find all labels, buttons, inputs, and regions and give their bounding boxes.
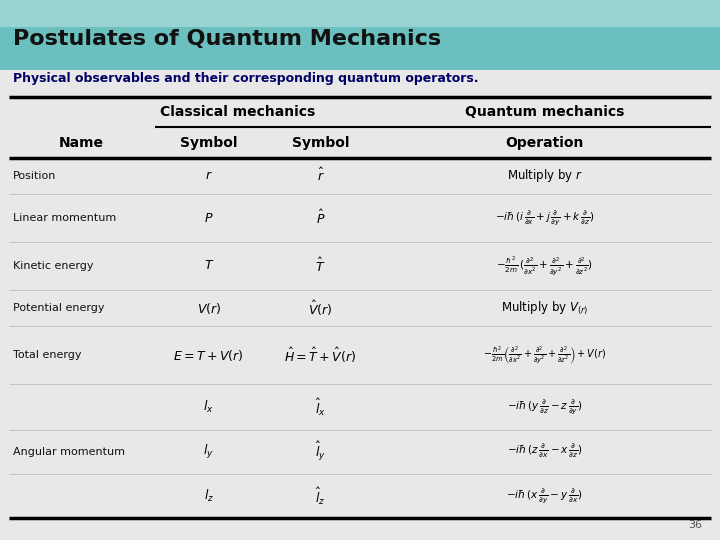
Text: $l_y$: $l_y$ [204,443,214,461]
Text: Classical mechanics: Classical mechanics [160,105,315,119]
Text: Postulates of Quantum Mechanics: Postulates of Quantum Mechanics [13,29,441,49]
Text: Name: Name [59,136,104,150]
Text: 36: 36 [688,520,702,530]
Text: $\hat{l}_z$: $\hat{l}_z$ [315,485,325,507]
Text: $\hat{l}_y$: $\hat{l}_y$ [315,440,326,463]
Text: $P$: $P$ [204,212,214,225]
Text: Kinetic energy: Kinetic energy [13,261,94,271]
Text: $\hat{P}$: $\hat{P}$ [315,209,325,227]
Text: $l_x$: $l_x$ [204,399,214,415]
Text: Operation: Operation [505,136,584,150]
Text: $-i\hbar\,(i\,\frac{\partial}{\partial x}+j\,\frac{\partial}{\partial y}+k\,\fra: $-i\hbar\,(i\,\frac{\partial}{\partial x… [495,209,595,227]
Text: $-i\hbar\,(z\,\frac{\partial}{\partial x}-x\,\frac{\partial}{\partial z})$: $-i\hbar\,(z\,\frac{\partial}{\partial x… [507,443,582,460]
Text: Symbol: Symbol [180,136,238,150]
Text: Multiply by $r$: Multiply by $r$ [507,167,582,184]
Text: Position: Position [13,171,56,181]
Text: $\hat{V}(r)$: $\hat{V}(r)$ [308,299,333,318]
Text: $T$: $T$ [204,259,214,273]
Text: Linear momentum: Linear momentum [13,213,116,223]
Text: Multiply by $V_{(r)}$: Multiply by $V_{(r)}$ [501,300,588,316]
Text: $\hat{T}$: $\hat{T}$ [315,257,325,275]
Text: Quantum mechanics: Quantum mechanics [465,105,624,119]
Text: $-\frac{\hbar^2}{2m}\left(\frac{\partial^2}{\partial x^2}+\frac{\partial^2}{\par: $-\frac{\hbar^2}{2m}\left(\frac{\partial… [483,345,606,366]
Bar [0,0,720,27]
Bar [0,0,720,70]
Text: $-\frac{\hbar^2}{2m}\,(\frac{\partial^2}{\partial x^2}+\frac{\partial^2}{\partia: $-\frac{\hbar^2}{2m}\,(\frac{\partial^2}… [496,255,593,277]
Text: Symbol: Symbol [292,136,349,150]
Text: $l_z$: $l_z$ [204,488,214,504]
Text: $\hat{l}_x$: $\hat{l}_x$ [315,396,326,417]
Text: $-i\hbar\,(y\,\frac{\partial}{\partial z}-z\,\frac{\partial}{\partial y})$: $-i\hbar\,(y\,\frac{\partial}{\partial z… [507,398,582,416]
Text: $\hat{r}$: $\hat{r}$ [317,167,324,185]
Text: $E = T + V(r)$: $E = T + V(r)$ [174,348,244,363]
Text: $-i\hbar\,(x\,\frac{\partial}{\partial y}-y\,\frac{\partial}{\partial x})$: $-i\hbar\,(x\,\frac{\partial}{\partial y… [506,488,583,505]
Text: Total energy: Total energy [13,350,81,360]
Text: Angular momentum: Angular momentum [13,447,125,457]
Text: Potential energy: Potential energy [13,303,104,313]
Text: $V(r)$: $V(r)$ [197,301,221,315]
Text: $r$: $r$ [205,170,212,183]
Text: $\hat{H} = \hat{T} + \hat{V}(r)$: $\hat{H} = \hat{T} + \hat{V}(r)$ [284,346,356,365]
Text: Physical observables and their corresponding quantum operators.: Physical observables and their correspon… [13,72,479,85]
